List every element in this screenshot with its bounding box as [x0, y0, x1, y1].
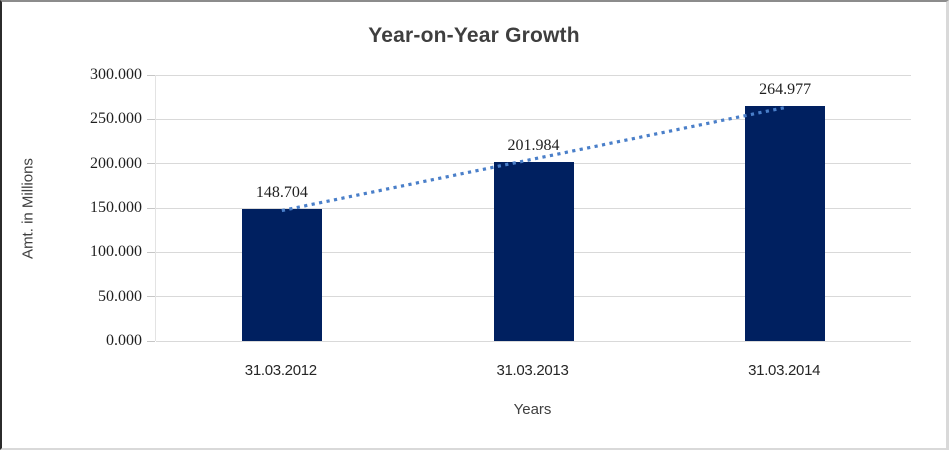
y-tick-mark [147, 340, 155, 342]
x-axis-title: Years [513, 401, 552, 418]
bar [745, 106, 826, 341]
y-tick-label: 50.000 [98, 287, 142, 305]
bar-value-label: 201.984 [507, 136, 560, 154]
bar-value-label: 264.977 [759, 81, 812, 99]
y-tick-label: 200.000 [90, 154, 142, 172]
chart-title: Year-on-Year Growth [368, 24, 580, 47]
y-tick-mark [147, 74, 155, 76]
bar [493, 161, 574, 341]
bar-value-label: 148.704 [255, 184, 308, 202]
y-tick-mark [147, 207, 155, 209]
x-tick-label: 31.03.2012 [244, 362, 317, 379]
y-tick-label: 0.000 [106, 332, 142, 349]
y-tick-label: 250.000 [90, 110, 142, 128]
y-tick-mark [147, 163, 155, 165]
y-tick-mark [147, 251, 155, 253]
y-tick-mark [147, 296, 155, 298]
y-tick-label: 150.000 [90, 199, 142, 216]
x-tick-label: 31.03.2014 [748, 362, 821, 379]
bar [241, 209, 322, 341]
y-tick-mark [147, 118, 155, 120]
gridline [156, 74, 911, 76]
y-tick-label: 100.000 [90, 243, 142, 261]
gridline [156, 340, 911, 342]
x-tick-label: 31.03.2013 [496, 362, 569, 379]
plot-area: 148.704 201.984 264.977 [155, 74, 911, 342]
y-tick-label: 300.000 [90, 66, 142, 83]
